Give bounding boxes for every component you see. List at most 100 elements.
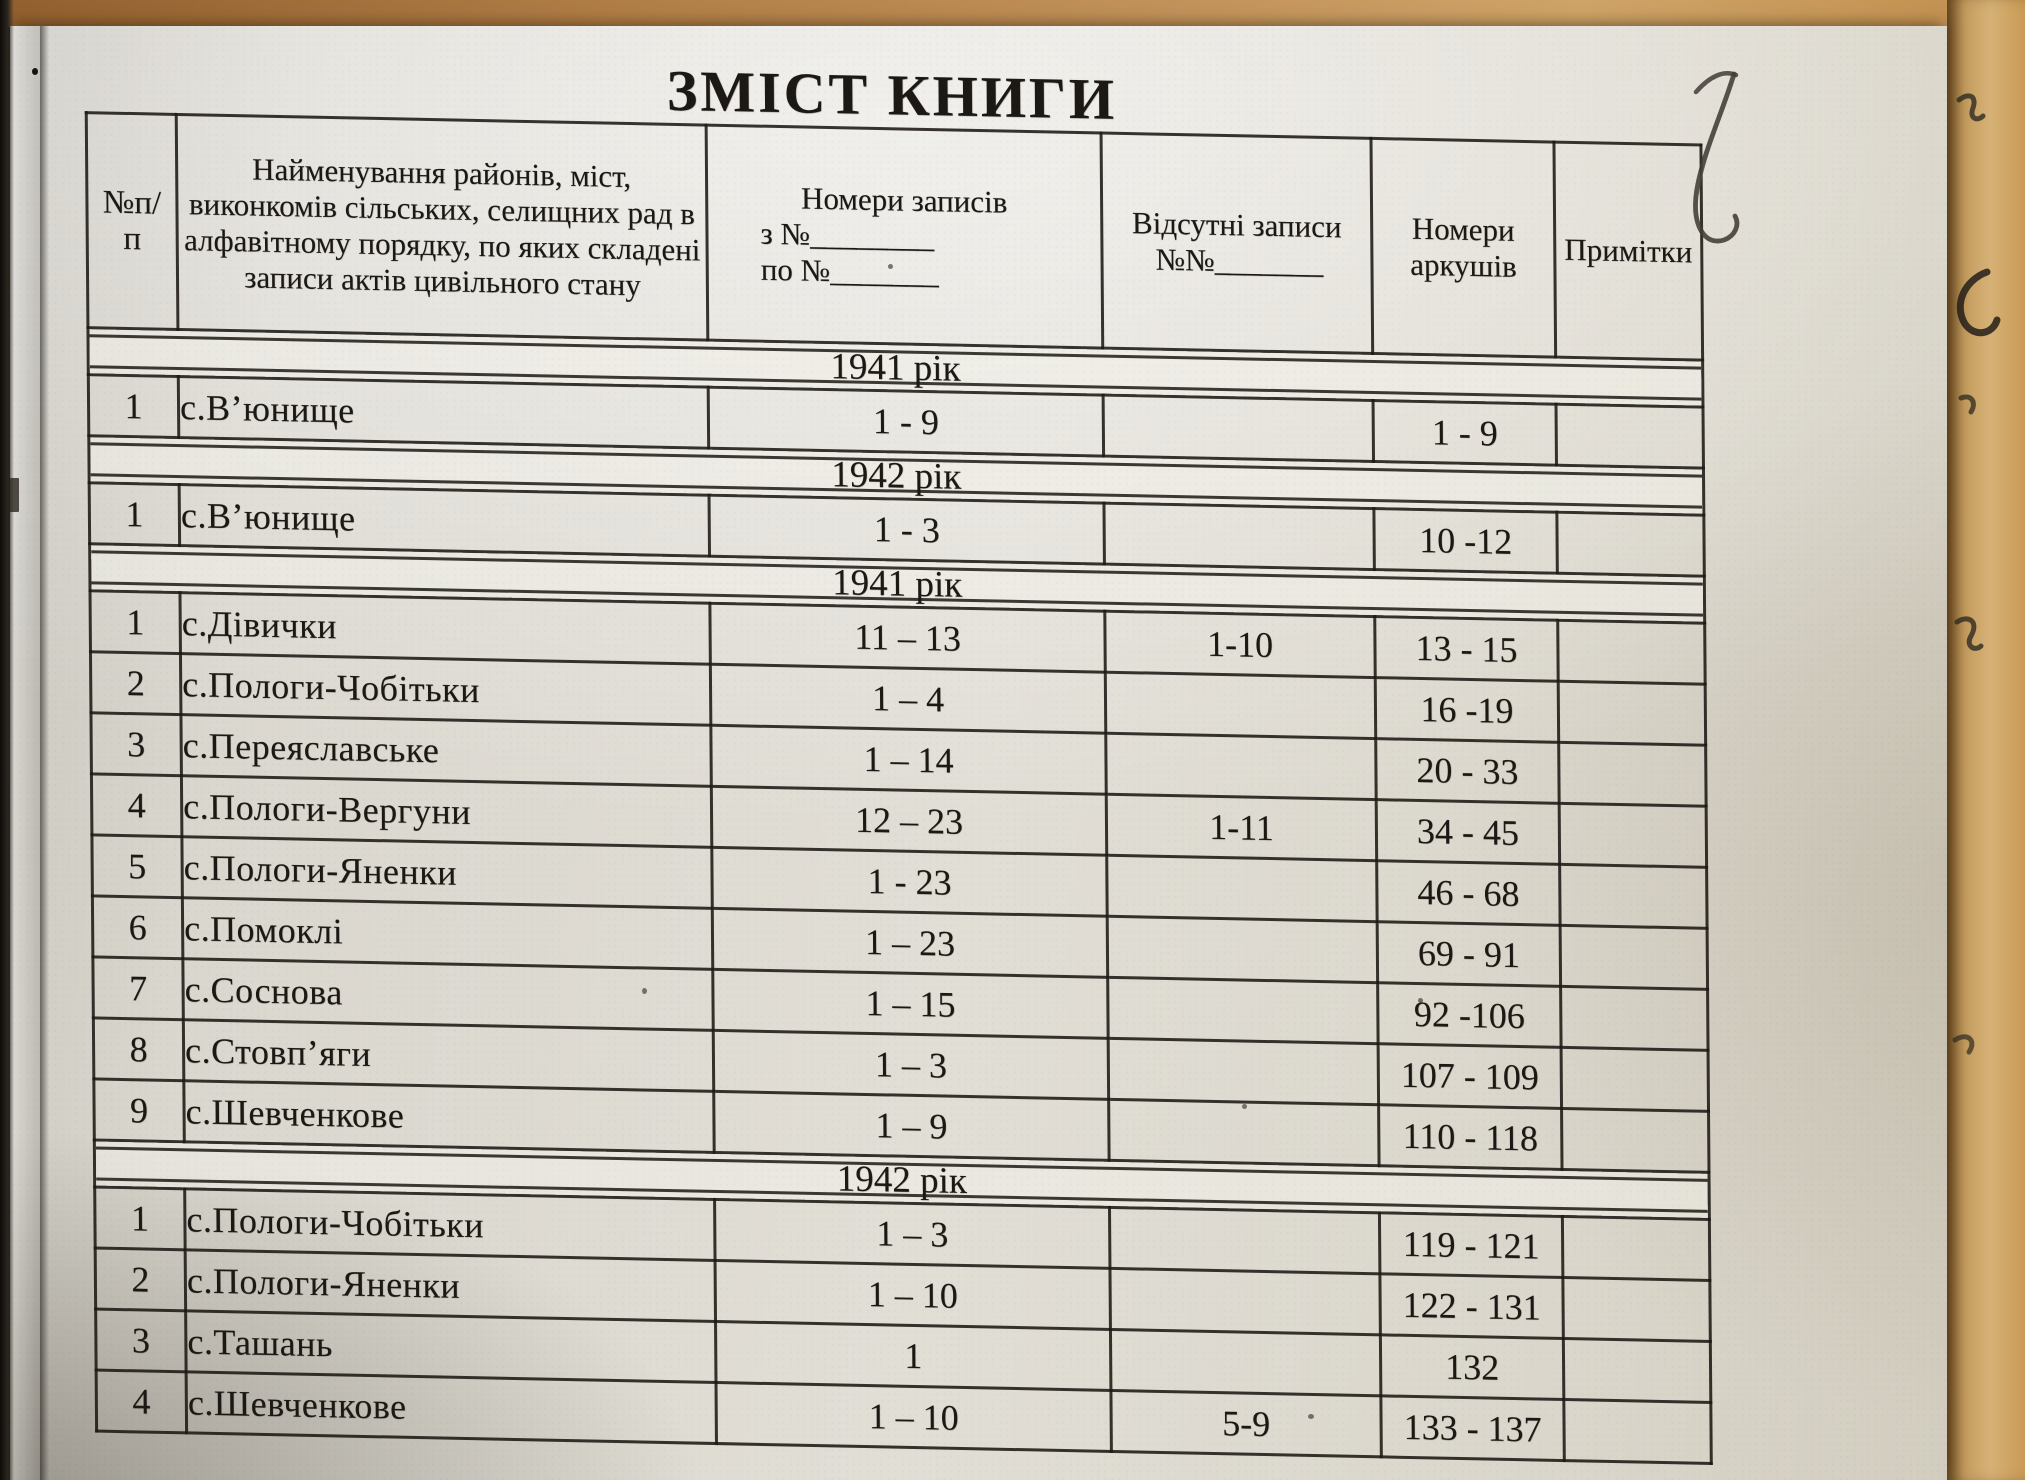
cell-sheet-numbers: 132 (1380, 1334, 1564, 1400)
column-header-name: Найменування районів, міст, виконкомів с… (176, 114, 708, 341)
cell-notes (1558, 681, 1706, 746)
cell-row-number: 1 (88, 374, 179, 438)
cell-settlement-name: с.Переяславське (180, 714, 712, 787)
cell-missing-records (1108, 1038, 1379, 1105)
cell-sheet-numbers: 16 -19 (1375, 677, 1559, 743)
cell-record-numbers: 1 – 23 (712, 908, 1108, 978)
cell-settlement-name: с.Пологи-Чобітьки (180, 653, 711, 726)
cell-row-number: 7 (92, 956, 184, 1020)
cell-missing-records (1103, 503, 1375, 570)
cell-record-numbers: 1 – 3 (713, 1030, 1109, 1100)
cell-notes (1560, 986, 1709, 1051)
cell-sheet-numbers: 1 - 9 (1373, 400, 1557, 466)
cell-notes (1562, 1216, 1710, 1281)
ink-speck (1308, 1414, 1314, 1419)
cell-row-number: 1 (89, 482, 180, 546)
cell-record-numbers: 1 - 3 (709, 495, 1105, 565)
cell-record-numbers: 1 – 10 (716, 1382, 1112, 1452)
column-header-records: Номери записів з №________ по №_______ (706, 125, 1103, 349)
cell-sheet-numbers: 13 - 15 (1374, 616, 1559, 682)
ink-speck (642, 988, 647, 994)
cell-notes (1556, 404, 1704, 469)
cell-missing-records (1105, 672, 1376, 739)
cell-record-numbers: 1 – 3 (714, 1199, 1110, 1269)
cell-settlement-name: с.Дівички (179, 592, 711, 665)
cell-missing-records (1103, 395, 1374, 462)
header-number-line2: п (123, 220, 142, 258)
cell-sheet-numbers: 69 - 91 (1377, 921, 1561, 987)
cell-record-numbers: 1 – 10 (715, 1260, 1111, 1330)
cell-missing-records: 5-9 (1110, 1390, 1382, 1457)
cell-settlement-name: с.Пологи-Чобітьки (184, 1188, 716, 1261)
cell-row-number: 9 (93, 1078, 185, 1142)
cell-record-numbers: 1 - 9 (708, 387, 1104, 457)
cell-row-number: 3 (90, 712, 182, 776)
binding-speck (32, 68, 38, 75)
cell-row-number: 2 (90, 651, 181, 715)
header-missing-title: Відсутні записи (1131, 205, 1342, 245)
cell-row-number: 3 (95, 1309, 187, 1372)
cell-record-numbers: 12 – 23 (711, 786, 1107, 856)
cell-notes (1563, 1338, 1711, 1403)
cell-row-number: 1 (90, 590, 181, 654)
header-records-to-blank: по №_______ (760, 251, 939, 291)
cell-missing-records (1110, 1329, 1381, 1396)
cell-settlement-name: с.Пологи-Яненки (181, 836, 713, 909)
column-header-missing: Відсутні записи №№_______ (1101, 132, 1373, 354)
cell-row-number: 4 (91, 773, 182, 837)
handwritten-pencil-mark (1693, 71, 1740, 244)
cell-settlement-name: с.Помоклі (182, 897, 713, 970)
cell-sheet-numbers: 107 - 109 (1378, 1043, 1562, 1109)
cell-row-number: 5 (91, 834, 183, 898)
cell-record-numbers: 1 (715, 1321, 1111, 1391)
header-missing-blank: №№_______ (1155, 241, 1324, 280)
cell-row-number: 6 (92, 895, 183, 959)
cell-row-number: 4 (96, 1370, 187, 1433)
cell-settlement-name: с.Шевченкове (186, 1371, 717, 1444)
cell-missing-records: 1-10 (1104, 611, 1376, 678)
cell-notes (1561, 1108, 1709, 1173)
cell-missing-records (1107, 916, 1378, 983)
cell-notes (1563, 1399, 1712, 1464)
cell-notes (1559, 864, 1708, 929)
cell-settlement-name: с.Стовп’яги (183, 1019, 714, 1092)
cell-sheet-numbers: 110 - 118 (1378, 1104, 1563, 1170)
cell-settlement-name: с.Ташань (185, 1310, 717, 1383)
cell-sheet-numbers: 10 -12 (1373, 508, 1558, 574)
cell-settlement-name: с.Шевченкове (183, 1080, 715, 1153)
cell-sheet-numbers: 122 - 131 (1379, 1273, 1564, 1339)
column-header-number: №п/ п (86, 112, 178, 330)
header-number-line1: №п/ (102, 184, 162, 222)
ink-speck (1242, 1104, 1247, 1109)
cell-missing-records (1109, 1268, 1381, 1335)
page-fold-crease (40, 26, 49, 1480)
cell-record-numbers: 1 – 15 (712, 969, 1109, 1039)
cell-missing-records (1107, 977, 1379, 1044)
cell-row-number: 8 (93, 1017, 184, 1081)
ink-speck (888, 264, 893, 269)
column-header-sheets: Номери аркушів (1370, 138, 1556, 358)
cell-settlement-name: с.Соснова (182, 958, 714, 1031)
cell-sheet-numbers: 20 - 33 (1375, 738, 1560, 804)
cell-missing-records (1105, 733, 1377, 800)
cell-notes (1562, 1277, 1711, 1342)
cell-settlement-name: с.В’юнище (178, 376, 709, 449)
ink-speck (1418, 998, 1423, 1003)
cell-record-numbers: 1 – 4 (710, 664, 1106, 734)
cell-missing-records (1109, 1207, 1380, 1274)
cell-settlement-name: с.Пологи-Вергуни (181, 775, 712, 848)
cell-record-numbers: 1 – 9 (713, 1091, 1110, 1161)
edge-ink-mark (10, 478, 19, 512)
cell-settlement-name: с.Пологи-Яненки (185, 1249, 716, 1322)
header-row: №п/ п Найменування районів, міст, виконк… (86, 112, 1703, 361)
contents-table: №п/ п Найменування районів, міст, виконк… (85, 111, 1713, 1465)
cell-row-number: 2 (95, 1248, 186, 1311)
cell-row-number: 1 (94, 1187, 186, 1250)
adjacent-page-edge (1947, 0, 2025, 1480)
cell-sheet-numbers: 92 -106 (1377, 982, 1562, 1048)
cell-notes (1560, 925, 1708, 990)
cell-notes (1557, 620, 1706, 685)
cell-notes (1558, 742, 1707, 807)
cell-sheet-numbers: 46 - 68 (1376, 860, 1561, 926)
